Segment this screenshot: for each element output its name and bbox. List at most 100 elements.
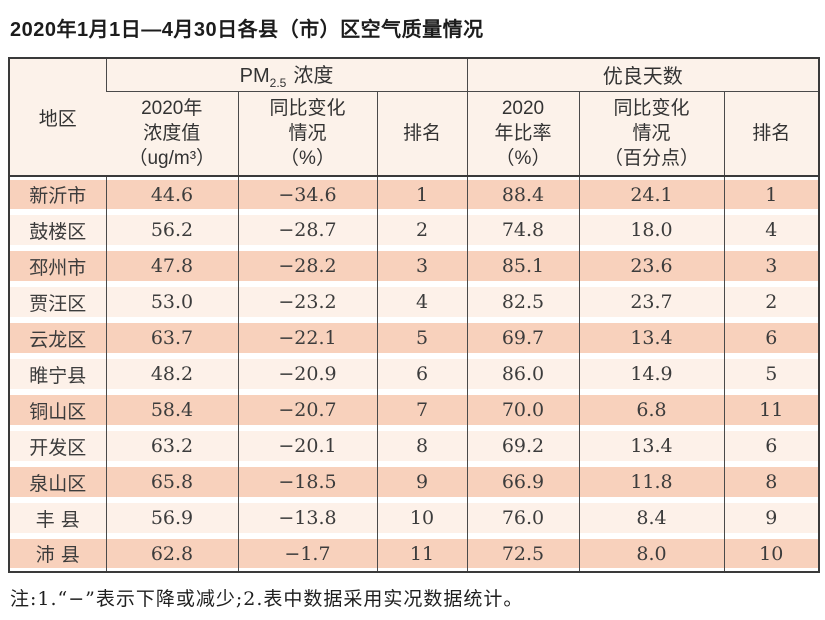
cell-pm-value: 44.6 [105,176,238,212]
air-quality-table: 地区 PM2.5 浓度 优良天数 2020年 浓度值 （ug/m³） 同比变化 情… [8,57,821,573]
table-row: 鼓楼区 56.2 −28.7 2 74.8 18.0 4 [9,212,820,248]
table-row: 云龙区 63.7 −22.1 5 69.7 13.4 6 [9,320,820,356]
table-body: 新沂市 44.6 −34.6 1 88.4 24.1 1 鼓楼区 56.2 −2… [9,176,820,572]
cell-good-change: 11.8 [578,464,724,500]
cell-region: 开发区 [9,428,106,464]
group-header-pm25: PM2.5 浓度 [105,58,467,92]
table-row: 丰 县 56.9 −13.8 10 76.0 8.4 9 [9,500,820,536]
cell-good-ratio: 88.4 [466,176,579,212]
cell-pm-change: −1.7 [237,536,377,572]
cell-good-change: 14.9 [578,356,724,392]
cell-pm-value: 48.2 [105,356,238,392]
cell-pm-change: −28.7 [237,212,377,248]
table-row: 开发区 63.2 −20.1 8 69.2 13.4 6 [9,428,820,464]
cell-good-rank: 9 [723,500,820,536]
cell-pm-rank: 6 [376,356,467,392]
sub-header-row: 2020年 浓度值 （ug/m³） 同比变化 情况 （%） 排名 2020 年比… [9,91,820,177]
cell-good-rank: 2 [723,284,820,320]
cell-pm-value: 62.8 [105,536,238,572]
group-header-row: 地区 PM2.5 浓度 优良天数 [9,58,820,177]
table-row: 沛 县 62.8 −1.7 11 72.5 8.0 10 [9,536,820,572]
cell-good-ratio: 69.7 [466,320,579,356]
col-header-pm-value: 2020年 浓度值 （ug/m³） [106,91,238,177]
cell-good-ratio: 69.2 [466,428,579,464]
cell-good-change: 23.7 [578,284,724,320]
table-row: 睢宁县 48.2 −20.9 6 86.0 14.9 5 [9,356,820,392]
col-header-good-rank: 排名 [723,91,820,177]
table-row: 铜山区 58.4 −20.7 7 70.0 6.8 11 [9,392,820,428]
cell-good-rank: 8 [723,464,820,500]
page-title: 2020年1月1日—4月30日各县（市）区空气质量情况 [10,19,484,41]
cell-region: 云龙区 [9,320,106,356]
cell-good-rank: 6 [723,428,820,464]
cell-pm-change: −23.2 [237,284,377,320]
col-header-pm-change: 同比变化 情况 （%） [237,91,377,177]
table-head: 地区 PM2.5 浓度 优良天数 2020年 浓度值 （ug/m³） 同比变化 情… [9,58,820,177]
cell-good-rank: 5 [723,356,820,392]
cell-pm-change: −22.1 [237,320,377,356]
cell-pm-change: −13.8 [237,500,377,536]
cell-pm-value: 58.4 [105,392,238,428]
cell-good-change: 8.0 [578,536,724,572]
cell-region: 丰 县 [9,500,106,536]
col-header-good-change: 同比变化 情况 （百分点） [578,91,724,177]
cell-good-ratio: 66.9 [466,464,579,500]
cell-good-change: 18.0 [578,212,724,248]
cell-region: 新沂市 [9,176,106,212]
cell-pm-value: 53.0 [105,284,238,320]
cell-good-ratio: 74.8 [466,212,579,248]
cell-region: 沛 县 [9,536,106,572]
footnote: 注:1.“−”表示下降或减少;2.表中数据采用实况数据统计。 [10,588,524,610]
cell-good-change: 6.8 [578,392,724,428]
cell-region: 睢宁县 [9,356,106,392]
cell-good-rank: 4 [723,212,820,248]
cell-region: 鼓楼区 [9,212,106,248]
cell-pm-value: 56.9 [105,500,238,536]
col-header-pm-rank: 排名 [376,91,467,177]
cell-good-ratio: 85.1 [466,248,579,284]
cell-region: 泉山区 [9,464,106,500]
cell-region: 铜山区 [9,392,106,428]
cell-pm-rank: 8 [376,428,467,464]
cell-pm-rank: 5 [376,320,467,356]
cell-region: 邳州市 [9,248,106,284]
cell-pm-value: 56.2 [105,212,238,248]
cell-pm-change: −20.7 [237,392,377,428]
cell-pm-change: −20.9 [237,356,377,392]
cell-good-change: 24.1 [578,176,724,212]
cell-pm-change: −18.5 [237,464,377,500]
cell-good-rank: 3 [723,248,820,284]
cell-pm-rank: 1 [376,176,467,212]
cell-good-rank: 1 [723,176,820,212]
cell-pm-rank: 10 [376,500,467,536]
cell-region: 贾汪区 [9,284,106,320]
cell-pm-value: 63.2 [105,428,238,464]
cell-pm-rank: 3 [376,248,467,284]
cell-pm-rank: 7 [376,392,467,428]
cell-pm-value: 63.7 [105,320,238,356]
cell-good-change: 13.4 [578,428,724,464]
cell-good-ratio: 76.0 [466,500,579,536]
cell-good-change: 13.4 [578,320,724,356]
cell-pm-rank: 2 [376,212,467,248]
cell-good-change: 8.4 [578,500,724,536]
cell-good-change: 23.6 [578,248,724,284]
cell-pm-value: 65.8 [105,464,238,500]
pm25-label: PM2.5 浓度 [239,65,334,91]
cell-good-ratio: 72.5 [466,536,579,572]
cell-good-rank: 6 [723,320,820,356]
cell-pm-rank: 4 [376,284,467,320]
col-header-region: 地区 [9,58,106,177]
cell-pm-change: −28.2 [237,248,377,284]
cell-good-ratio: 86.0 [466,356,579,392]
cell-pm-rank: 9 [376,464,467,500]
table-row: 贾汪区 53.0 −23.2 4 82.5 23.7 2 [9,284,820,320]
cell-pm-change: −20.1 [237,428,377,464]
table-row: 新沂市 44.6 −34.6 1 88.4 24.1 1 [9,176,820,212]
cell-good-rank: 10 [723,536,820,572]
cell-pm-change: −34.6 [237,176,377,212]
cell-pm-rank: 11 [376,536,467,572]
group-header-good-days: 优良天数 [466,58,820,92]
table-row: 邳州市 47.8 −28.2 3 85.1 23.6 3 [9,248,820,284]
